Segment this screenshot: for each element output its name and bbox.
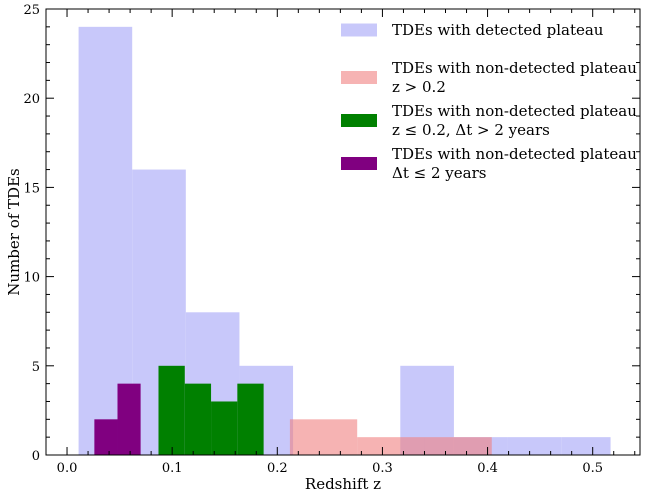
legend-label-2: TDEs with non-detected plateau: [392, 102, 637, 120]
bar-series-2-bin-0: [158, 365, 185, 455]
legend-label-0: TDEs with detected plateau: [392, 21, 604, 39]
legend-swatch-1: [341, 71, 377, 84]
bar-series-1-bin-2: [424, 437, 492, 455]
plot-frame: [45, 8, 641, 456]
legend-label-3: TDEs with non-detected plateau: [392, 145, 637, 163]
bar-series-2-bin-3: [237, 383, 264, 455]
legend-label-1: z > 0.2: [392, 78, 446, 96]
legend-swatch-3: [341, 157, 377, 170]
legend-label-3: Δt ≤ 2 years: [392, 164, 486, 182]
x-tick-label: 0.4: [477, 461, 498, 476]
bar-series-3-bin-1: [117, 383, 141, 455]
bar-series-2-bin-1: [184, 383, 212, 455]
y-tick-label: 5: [32, 360, 40, 375]
bar-series-2-bin-2: [211, 401, 238, 455]
legend-label-1: TDEs with non-detected plateau: [392, 59, 637, 77]
legend: TDEs with detected plateau TDEs with non-…: [341, 21, 637, 182]
y-tick-label: 10: [23, 271, 40, 286]
legend-swatch-2: [341, 114, 377, 127]
y-tick-label: 0: [32, 449, 40, 464]
x-tick-label: 0.2: [267, 461, 288, 476]
bar-series-0-bin-9: [561, 437, 611, 455]
y-axis-label: Number of TDEs: [5, 168, 23, 295]
histogram-bars: [78, 26, 611, 456]
x-tick-label: 0.0: [57, 461, 78, 476]
bar-series-0-bin-8: [507, 437, 562, 455]
y-tick-label: 25: [23, 3, 40, 18]
y-tick-label: 15: [23, 181, 40, 196]
bar-series-1-bin-0: [289, 419, 358, 455]
legend-swatch-0: [341, 23, 377, 37]
bar-series-1-bin-1: [357, 437, 425, 455]
x-tick-label: 0.5: [582, 461, 603, 476]
legend-label-2: z ≤ 0.2, Δt > 2 years: [392, 121, 550, 139]
axis-ticks: 0.0 0.1 0.2 0.3 0.4 0.5 0 5 10 15 20 25: [23, 3, 640, 476]
x-axis-label: Redshift z: [305, 475, 381, 493]
y-tick-label: 20: [23, 92, 40, 107]
x-tick-label: 0.1: [162, 461, 183, 476]
x-tick-label: 0.3: [372, 461, 393, 476]
bar-series-3-bin-0: [94, 419, 118, 455]
